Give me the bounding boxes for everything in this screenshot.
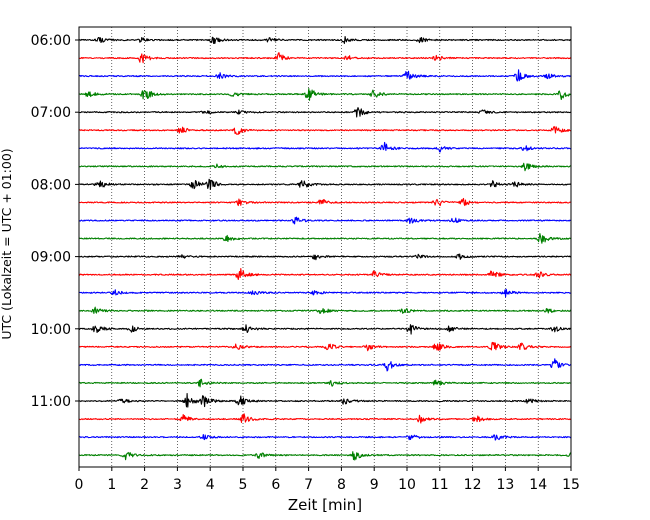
x-tick-label-5: 5 [239, 477, 248, 493]
x-tick-label-7: 7 [304, 477, 313, 493]
trace-0730 [78, 141, 572, 153]
trace-1000 [78, 324, 572, 335]
trace-0800 [78, 178, 572, 191]
trace-1030 [78, 358, 572, 372]
trace-0600 [78, 36, 572, 45]
y-tick-label-4: 10:00 [31, 322, 71, 338]
x-tick-label-8: 8 [337, 477, 346, 493]
y-tick-label-3: 09:00 [31, 250, 71, 266]
x-tick-label-14: 14 [529, 477, 547, 493]
trace-0630 [78, 69, 572, 82]
trace-0830 [78, 216, 572, 225]
trace-0815 [78, 197, 571, 207]
trace-0915 [78, 268, 572, 281]
x-tick-label-1: 1 [107, 477, 116, 493]
x-tick-label-3: 3 [173, 477, 182, 493]
trace-1015 [78, 341, 572, 352]
trace-0930 [78, 288, 572, 298]
x-tick-label-6: 6 [271, 477, 280, 493]
x-tick-label-12: 12 [464, 477, 482, 493]
x-tick-label-9: 9 [370, 477, 379, 493]
trace-0645 [78, 87, 572, 101]
trace-0715 [78, 125, 572, 135]
trace-1115 [78, 413, 572, 424]
y-tick-label-0: 06:00 [31, 33, 71, 49]
x-axis-label: Zeit [min] [288, 496, 362, 514]
x-tick-label-11: 11 [431, 477, 449, 493]
x-tick-label-13: 13 [496, 477, 514, 493]
y-tick-label-1: 07:00 [31, 105, 71, 121]
x-axis-ticks: 0 1 2 3 4 5 6 7 8 9 10 11 12 13 14 15 [75, 467, 580, 493]
trace-0700 [78, 107, 572, 118]
trace-1045 [78, 378, 571, 388]
trace-1130 [78, 434, 572, 441]
vertical-gridlines [111, 27, 539, 467]
trace-0945 [78, 306, 572, 314]
trace-0615 [78, 52, 572, 64]
seismic-traces [78, 36, 572, 461]
plot-frame [78, 26, 572, 468]
y-axis-label: UTC (Lokalzeit = UTC + 01:00) [0, 148, 14, 339]
x-tick-label-15: 15 [562, 477, 580, 493]
y-tick-label-2: 08:00 [31, 177, 71, 193]
x-tick-label-2: 2 [140, 477, 149, 493]
x-tick-label-4: 4 [206, 477, 215, 493]
trace-0745 [78, 162, 572, 172]
trace-0900 [78, 253, 572, 261]
x-tick-label-10: 10 [398, 477, 416, 493]
y-tick-label-5: 11:00 [31, 394, 71, 410]
y-axis-ticks: 06:00 07:00 08:00 09:00 10:00 11:00 [31, 33, 79, 410]
trace-0845 [78, 233, 572, 244]
x-tick-label-0: 0 [75, 477, 84, 493]
trace-1100 [78, 392, 572, 408]
trace-1145 [78, 451, 572, 461]
